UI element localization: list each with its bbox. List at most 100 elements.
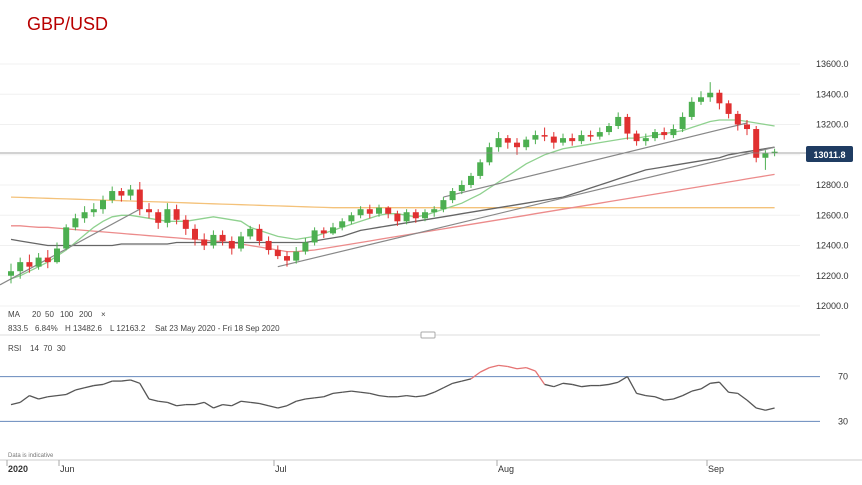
rsi-segment — [470, 371, 481, 380]
candle — [72, 218, 79, 228]
rsi-segment — [102, 380, 113, 386]
candle — [606, 126, 612, 133]
candle — [118, 191, 125, 196]
candle — [431, 209, 438, 213]
rsi-segment — [93, 383, 104, 387]
rsi-segment — [139, 382, 150, 400]
rsi-segment — [654, 396, 665, 401]
rsi-segment — [323, 392, 334, 398]
rsi-params: 14 70 30 — [30, 344, 66, 353]
rsi-segment — [608, 381, 619, 386]
candle — [661, 132, 668, 136]
rsi-segment — [222, 403, 232, 407]
candle — [679, 116, 686, 130]
candle — [256, 228, 263, 241]
candle — [771, 151, 778, 154]
rsi-label: RSI — [8, 344, 21, 353]
candle — [247, 228, 254, 237]
candle — [734, 113, 741, 125]
ma-legend: MA 20 50 100 200 × — [8, 310, 106, 319]
candle — [17, 262, 24, 272]
rsi-segment — [56, 393, 67, 397]
trend-lines — [0, 122, 775, 286]
rsi-level-label: 70 — [838, 372, 848, 382]
rsi-segment — [84, 384, 94, 389]
candle — [385, 207, 392, 214]
pane-resize-handle[interactable] — [420, 331, 436, 339]
x-tick-label: Sep — [708, 464, 724, 474]
rsi-segment — [286, 400, 297, 407]
candle — [652, 132, 658, 139]
info-high: H 13482.6 — [65, 324, 102, 333]
ma-legend-200[interactable]: 200 — [79, 310, 93, 319]
rsi-segment — [737, 392, 748, 401]
candle — [54, 248, 60, 263]
candle — [100, 200, 106, 210]
rsi-segment — [617, 376, 628, 383]
y-tick-label: 12600.0 — [816, 210, 849, 220]
close-icon[interactable]: × — [101, 310, 106, 319]
y-tick-label: 12800.0 — [816, 180, 849, 190]
ma-legend-100[interactable]: 100 — [60, 310, 74, 319]
rsi-segment — [626, 376, 638, 394]
candle — [182, 219, 189, 229]
ma-legend-50[interactable]: 50 — [45, 310, 54, 319]
rsi-segment — [194, 401, 205, 406]
candle — [8, 271, 14, 276]
candle — [35, 257, 42, 267]
x-tick-label: Jun — [60, 464, 75, 474]
rsi-segment — [479, 367, 490, 373]
rsi-segment — [259, 402, 269, 407]
candle — [440, 200, 447, 210]
ma200-line — [10, 196, 775, 209]
candle — [412, 212, 419, 219]
y-tick-label: 13600.0 — [816, 59, 849, 69]
candle — [284, 256, 290, 261]
rsi-segment — [756, 407, 766, 411]
candle — [173, 209, 180, 220]
candle — [753, 129, 760, 158]
candle — [403, 212, 410, 222]
candle — [578, 135, 585, 142]
ma100-line — [11, 173, 775, 253]
rsi-segment — [10, 401, 21, 406]
y-tick-label: 12400.0 — [816, 241, 849, 251]
candle — [504, 138, 511, 143]
rsi-segment — [424, 391, 435, 397]
ma-legend-label: MA — [8, 310, 21, 319]
candle — [532, 135, 539, 140]
info-change-pct: 6.84% — [35, 324, 58, 333]
candle — [550, 136, 557, 143]
candle — [560, 138, 566, 143]
candle — [514, 142, 520, 148]
rsi-segment — [664, 398, 674, 401]
candle — [357, 209, 364, 216]
candle — [587, 135, 594, 137]
candle — [238, 236, 244, 249]
candle — [63, 227, 70, 249]
candles — [8, 82, 778, 284]
rsi-segment — [231, 400, 242, 407]
rsi-segment — [47, 394, 58, 398]
candle — [44, 257, 51, 263]
ma-legend-20[interactable]: 20 — [32, 310, 41, 319]
rsi-segment — [534, 370, 546, 385]
grid-lines — [0, 63, 800, 307]
y-tick-label: 13400.0 — [816, 89, 849, 99]
rsi-segment — [240, 400, 251, 404]
rsi-segment — [645, 394, 656, 398]
candle — [716, 92, 723, 104]
candle — [228, 240, 235, 249]
candle — [569, 138, 576, 142]
candle — [302, 242, 309, 252]
candle — [394, 213, 401, 222]
rsi-segment — [351, 390, 361, 393]
rsi-segment — [305, 397, 315, 400]
rsi-segment — [406, 394, 416, 398]
trend-line — [0, 208, 141, 286]
rsi-segment — [636, 392, 646, 397]
trend-line — [277, 146, 775, 268]
rsi-segment — [38, 396, 48, 400]
rsi-segment — [489, 364, 499, 369]
